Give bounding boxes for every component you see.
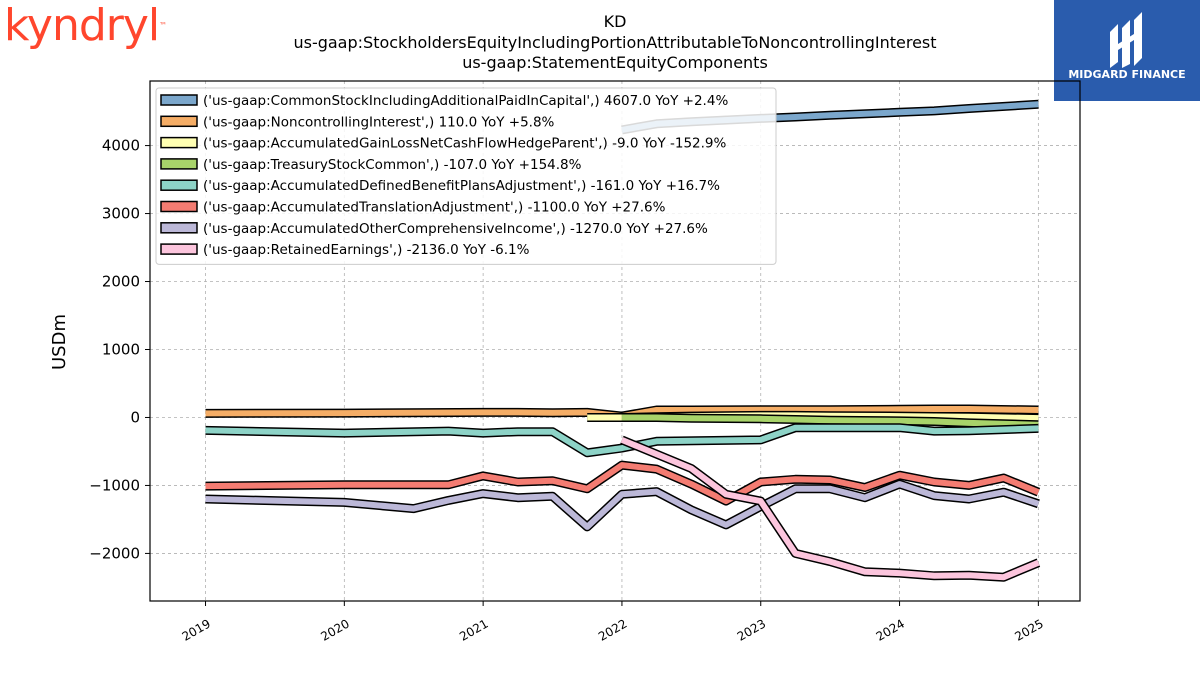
- x-axis-ticks: 2019 2020 2021 2022 2023 2024 2025: [180, 601, 1046, 644]
- x-tick-label: 2025: [1012, 616, 1045, 643]
- midgard-finance-name: MIDGARD FINANCE: [1068, 68, 1186, 81]
- y-tick-label: 1000: [102, 340, 140, 358]
- x-tick-label: 2024: [874, 616, 907, 643]
- kyndryl-logo-text: kyndryl: [4, 0, 160, 51]
- series-4: [621, 413, 1039, 430]
- legend-label: ('us-gaap:AccumulatedTranslationAdjustme…: [203, 200, 666, 216]
- y-axis-ticks: −2000 −1000 0 1000 2000 3000 4000: [89, 137, 150, 562]
- legend-label: ('us-gaap:AccumulatedDefinedBenefitPlans…: [203, 178, 720, 194]
- x-tick-label: 2021: [457, 616, 490, 643]
- legend-box: [155, 87, 777, 265]
- legend-swatch: [160, 222, 198, 234]
- x-tick-label: 2023: [735, 616, 768, 643]
- series-6: [205, 460, 1041, 506]
- y-tick-label: −1000: [89, 476, 140, 494]
- x-tick-label: 2020: [318, 616, 351, 643]
- series-line: [620, 437, 1040, 581]
- x-tick-label: 2019: [180, 616, 213, 643]
- y-tick-label: 0: [130, 408, 140, 426]
- series-line: [205, 462, 1040, 505]
- legend-label: ('us-gaap:AccumulatedOtherComprehensiveI…: [203, 221, 708, 237]
- legend-swatch: [160, 115, 198, 128]
- chart-title-line-1: KD: [604, 12, 627, 31]
- series-8: [620, 435, 1041, 582]
- legend-label: ('us-gaap:AccumulatedGainLossNetCashFlow…: [203, 136, 727, 152]
- chart-title-group: KD us-gaap:StockholdersEquityIncludingPo…: [293, 12, 936, 72]
- legend-label: ('us-gaap:NoncontrollingInterest',) 110.…: [203, 114, 555, 130]
- legend-swatch: [160, 94, 198, 106]
- legend-swatch: [160, 158, 198, 170]
- series-line: [205, 481, 1040, 530]
- series-2: [205, 404, 1039, 421]
- chart-title-line-2: us-gaap:StockholdersEquityIncludingPorti…: [293, 33, 936, 52]
- legend-label: ('us-gaap:TreasuryStockCommon',) -107.0 …: [203, 157, 582, 173]
- series-line: [621, 414, 1039, 428]
- y-axis-label: USDm: [49, 314, 70, 370]
- y-tick-label: −2000: [89, 544, 140, 562]
- trademark-mark: ™: [159, 21, 168, 30]
- y-tick-label: 3000: [102, 205, 140, 223]
- series-line: [205, 406, 1039, 420]
- x-tick-label: 2022: [596, 616, 629, 643]
- midgard-finance-logo: MIDGARD FINANCE: [1054, 0, 1200, 101]
- legend-swatch: [160, 136, 198, 149]
- legend-swatch: [160, 179, 198, 191]
- plot-frame: [149, 80, 1081, 602]
- legend-label: ('us-gaap:RetainedEarnings',) -2136.0 Yo…: [203, 242, 530, 258]
- midgard-mark-icon: [1110, 12, 1142, 68]
- kyndryl-logo: kyndryl™: [4, 0, 167, 52]
- chart-title-line-3: us-gaap:StatementEquityComponents: [462, 53, 768, 72]
- series-layer: [205, 99, 1041, 582]
- legend: ('us-gaap:CommonStockIncludingAdditional…: [155, 87, 777, 265]
- y-tick-label: 4000: [102, 137, 140, 155]
- series-7: [205, 479, 1040, 532]
- y-tick-label: 2000: [102, 273, 140, 291]
- legend-swatch: [160, 200, 198, 213]
- legend-swatch: [160, 243, 198, 255]
- legend-label: ('us-gaap:CommonStockIncludingAdditional…: [203, 93, 728, 109]
